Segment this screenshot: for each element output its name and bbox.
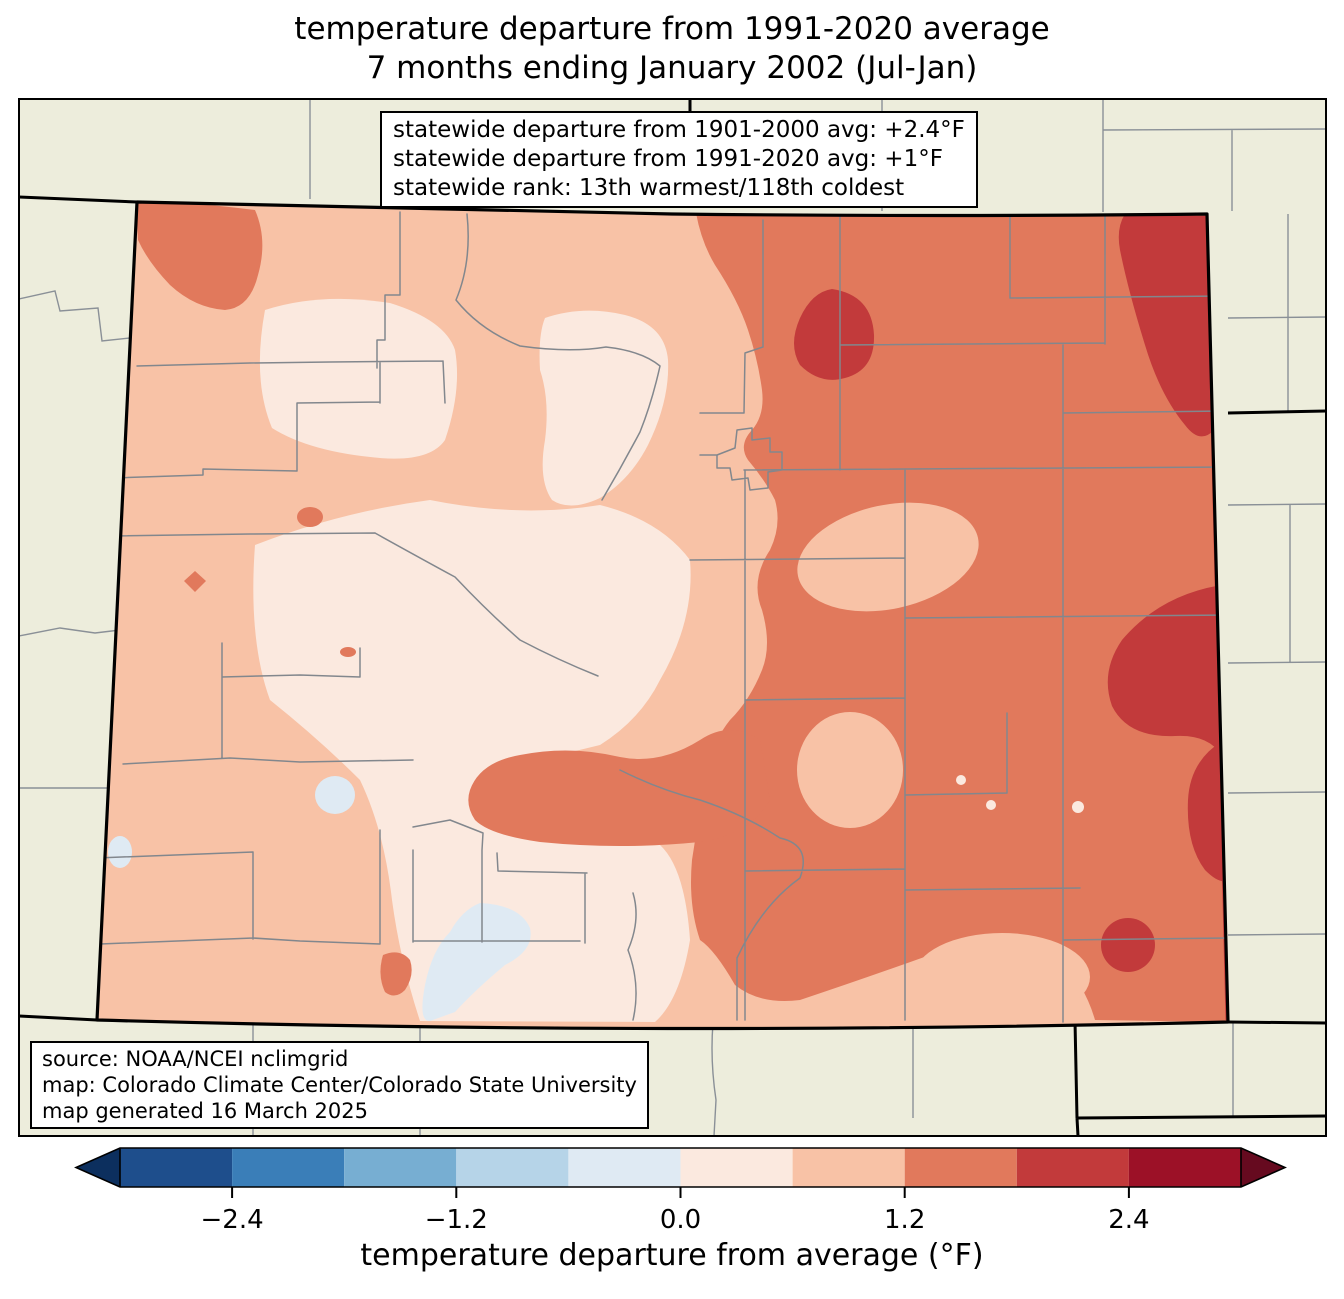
county-lines <box>97 211 1228 1023</box>
anomaly-region-salmon-southcenter <box>468 730 770 846</box>
anomaly-region-red-northeast-corner <box>1118 214 1214 437</box>
anomaly-region-red-east-lens <box>1107 585 1224 760</box>
anomaly-region-blue-west <box>315 776 355 814</box>
colorbar-segment <box>680 1148 793 1187</box>
colorbar-segment <box>456 1148 569 1187</box>
anomaly-region-pale-northcenter <box>539 310 669 506</box>
source-line: source: NOAA/NCEI nclimgrid <box>42 1047 349 1071</box>
stats-line-rank: statewide rank: 13th warmest/118th colde… <box>393 175 905 201</box>
anomaly-blob-red-southeast <box>1101 918 1155 972</box>
colorbar-under-arrow <box>76 1148 120 1187</box>
colorbar-over-arrow <box>1241 1148 1285 1187</box>
anomaly-spot-salmon-west <box>297 507 323 527</box>
anomaly-blob-red-northeast <box>794 289 875 380</box>
anomaly-region-red-east-tail <box>1187 740 1228 882</box>
anomaly-hole-lightsalmon-3 <box>914 933 1090 1021</box>
anomaly-dot-pale-3 <box>1072 801 1084 813</box>
colorbar-segment <box>344 1148 457 1187</box>
figure-title: temperature departure from 1991-2020 ave… <box>0 10 1344 88</box>
colorbar-tick-label: 1.2 <box>884 1205 925 1235</box>
figure-title-line2: 7 months ending January 2002 (Jul-Jan) <box>366 50 978 86</box>
anomaly-region-blue-westborder <box>108 836 132 868</box>
colorbar-tick-label: 0.0 <box>660 1205 701 1235</box>
colorbar-outline <box>74 1147 1287 1188</box>
anomaly-hole-lightsalmon-2 <box>797 712 903 828</box>
anomaly-region-pale-northwest <box>259 298 458 459</box>
anomaly-dot-pale-2 <box>986 800 996 810</box>
colorbar-segment <box>1128 1148 1241 1187</box>
colorbar-tick-marks <box>231 1187 1130 1198</box>
statewide-stats-box: statewide departure from 1901-2000 avg: … <box>380 111 978 208</box>
colorbar-segment <box>792 1148 905 1187</box>
anomaly-spot-salmon-small <box>340 647 356 657</box>
anomaly-region-pale-central <box>253 500 691 1022</box>
colorbar-axis-label: temperature departure from average (°F) <box>360 1238 984 1273</box>
colorbar-segment <box>1016 1148 1129 1187</box>
stats-line-1991-2020: statewide departure from 1991-2020 avg: … <box>393 146 943 172</box>
anomaly-region-blue-sanluis <box>422 903 531 1022</box>
anomaly-region-salmon-northwest-corner <box>136 202 263 310</box>
colorbar-tick-label: −1.2 <box>425 1205 488 1235</box>
source-box: source: NOAA/NCEI nclimgrid map: Colorad… <box>30 1041 649 1129</box>
map-frame <box>18 98 1327 1137</box>
anomaly-hole-lightsalmon-1 <box>797 502 979 612</box>
colorbar-segment <box>232 1148 345 1187</box>
generated-date-line: map generated 16 March 2025 <box>42 1099 369 1123</box>
colorbar-tick-label: 2.4 <box>1108 1205 1149 1235</box>
state-border <box>95 200 1230 1031</box>
colorbar-segment <box>904 1148 1017 1187</box>
anomaly-spot-salmon-southwest <box>380 952 412 996</box>
figure-title-line1: temperature departure from 1991-2020 ave… <box>294 11 1050 47</box>
colorbar-tick-label: −2.4 <box>201 1205 264 1235</box>
colorbar-segment <box>120 1148 233 1187</box>
map-credit-line: map: Colorado Climate Center/Colorado St… <box>42 1073 637 1097</box>
anomaly-dot-pale-1 <box>956 775 966 785</box>
stats-line-1901-2000: statewide departure from 1901-2000 avg: … <box>393 117 965 143</box>
colorbar: −2.4 −1.2 0.0 1.2 2.4 <box>74 1147 1287 1235</box>
anomaly-spot-salmon-diamond <box>184 571 206 592</box>
colorbar-segment <box>568 1148 681 1187</box>
